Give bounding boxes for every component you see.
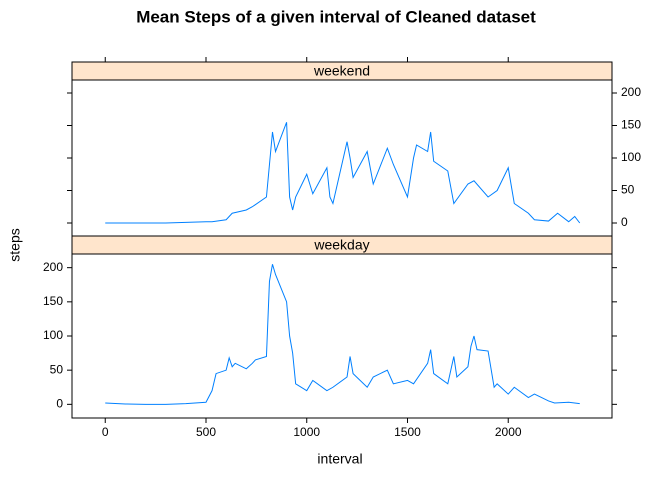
y-tick-label: 200 [43,260,63,274]
y-tick-label: 50 [50,362,64,376]
y-tick-label: 100 [43,328,63,342]
x-tick-label: 2000 [495,425,522,439]
y-tick-label: 150 [621,118,641,132]
x-tick-label: 1500 [394,425,421,439]
data-line [105,122,581,224]
x-tick-label: 1000 [293,425,320,439]
y-tick-label: 0 [56,397,63,411]
x-axis-label: interval [317,451,362,467]
strip-label: weekend [313,63,370,79]
y-axis-label: steps [7,228,23,261]
data-line [105,264,580,405]
y-tick-label: 0 [621,215,628,229]
strip-label: weekday [313,237,369,253]
y-tick-label: 200 [621,85,641,99]
y-tick-label: 50 [621,183,635,197]
y-tick-label: 100 [621,150,641,164]
x-tick-label: 0 [102,425,109,439]
y-tick-label: 150 [43,294,63,308]
x-tick-label: 500 [196,425,216,439]
chart-title: Mean Steps of a given interval of Cleane… [136,7,536,26]
panel [71,253,613,419]
panel [71,79,613,237]
